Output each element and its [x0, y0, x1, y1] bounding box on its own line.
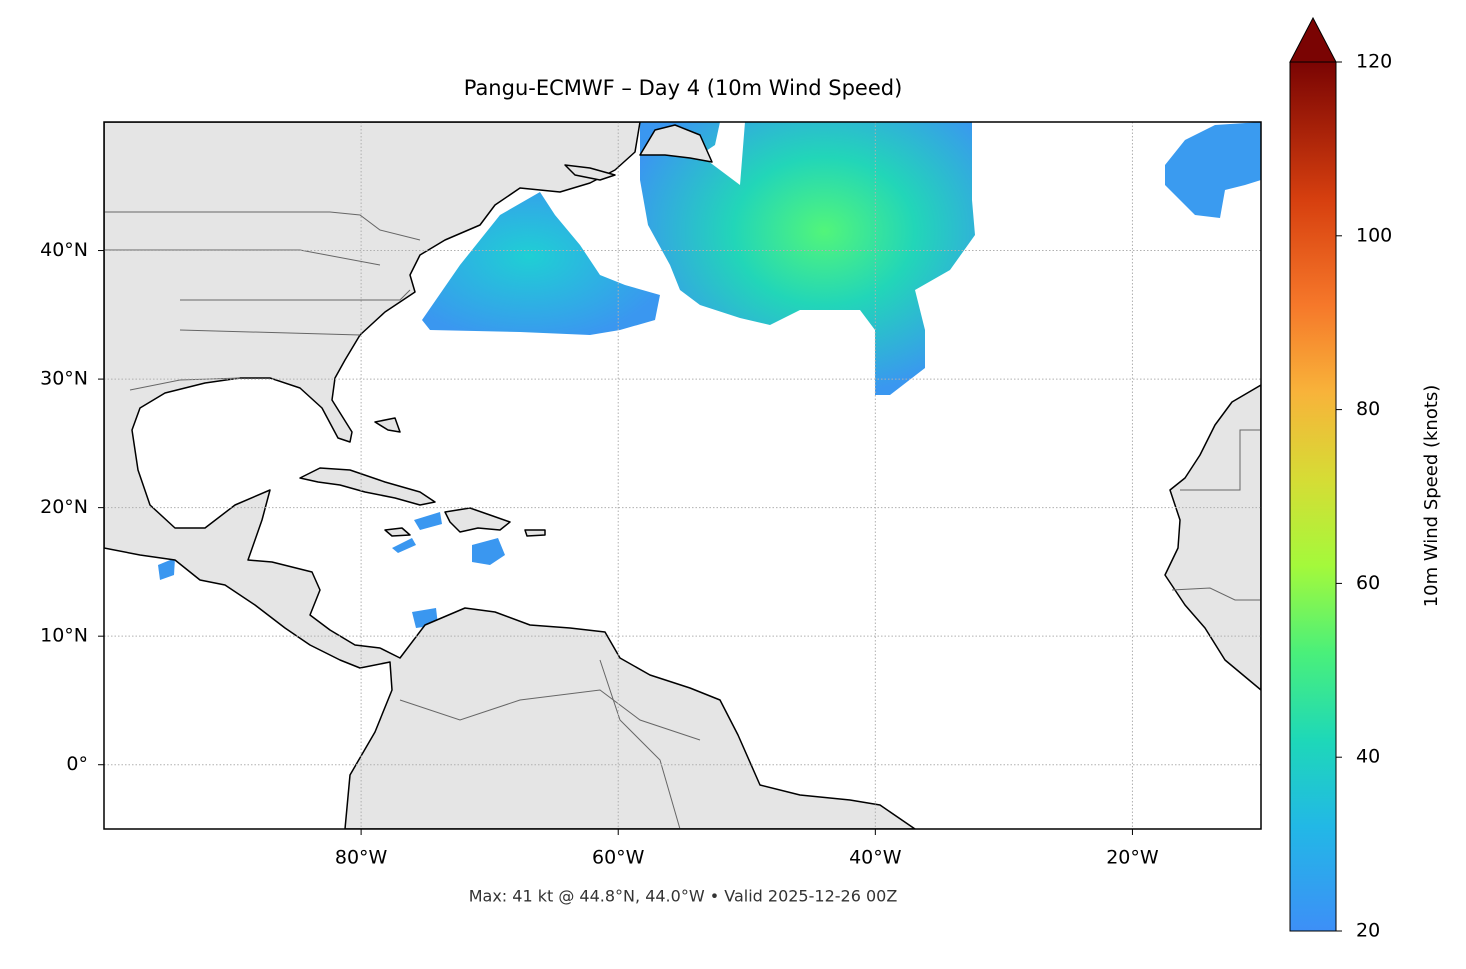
us-canada-border: [104, 211, 421, 241]
state-border: [104, 249, 381, 266]
wind-field: [158, 122, 1261, 628]
state-border: [180, 289, 411, 301]
puerto-rico: [524, 529, 546, 537]
colorbar-tick-label: 60: [1356, 572, 1380, 594]
wind-area: [1165, 122, 1261, 218]
country-border: [1180, 429, 1261, 491]
y-tick-label: 10°N: [40, 625, 88, 647]
jamaica: [384, 527, 411, 537]
axis-ticks: 80°W 60°W 40°W 20°W 0° 10°N 20°N 30°N 40°N: [40, 239, 1159, 868]
newfoundland: [639, 124, 713, 163]
nova-scotia: [564, 164, 616, 181]
colorbar-extend: [1289, 16, 1337, 63]
land: [104, 122, 1261, 829]
wind-area: [422, 192, 660, 335]
colorbar-tick-label: 100: [1356, 224, 1392, 246]
colorbar-tick-label: 120: [1356, 51, 1392, 73]
colorbar: 20 40 60 80 100 120: [1289, 16, 1392, 942]
wind-area: [472, 538, 505, 565]
country-border: [1171, 587, 1261, 601]
grid: [104, 122, 1261, 829]
colorbar-tick-label: 40: [1356, 746, 1380, 768]
colorbar-tick-label: 20: [1356, 920, 1380, 942]
wind-area: [392, 538, 416, 553]
y-tick-label: 0°: [66, 753, 88, 775]
x-tick-label: 20°W: [1106, 847, 1159, 869]
y-tick-label: 40°N: [40, 239, 88, 261]
country-border: [399, 689, 701, 741]
colorbar-label: 10m Wind Speed (knots): [1421, 385, 1442, 608]
map-frame: [103, 121, 1262, 830]
wind-area: [414, 512, 442, 530]
wind-area: [640, 122, 975, 395]
africa: [1164, 384, 1261, 691]
x-tick-label: 80°W: [335, 847, 388, 869]
x-tick-label: 60°W: [592, 847, 645, 869]
country-border: [599, 659, 681, 829]
state-border: [179, 329, 361, 336]
hispaniola: [444, 507, 511, 533]
map-area: [104, 122, 1261, 829]
americas: [104, 122, 916, 829]
chart-title: Pangu-ECMWF – Day 4 (10m Wind Speed): [464, 76, 903, 100]
y-tick-label: 20°N: [40, 496, 88, 518]
colorbar-scale: [1289, 61, 1337, 932]
bahamas: [374, 417, 401, 433]
cuba: [299, 467, 436, 506]
colorbar-tick-label: 80: [1356, 398, 1380, 420]
wind-area: [158, 558, 175, 580]
y-tick-label: 30°N: [40, 368, 88, 390]
x-tick-label: 40°W: [849, 847, 902, 869]
annotation: Max: 41 kt @ 44.8°N, 44.0°W • Valid 2025…: [469, 887, 898, 906]
